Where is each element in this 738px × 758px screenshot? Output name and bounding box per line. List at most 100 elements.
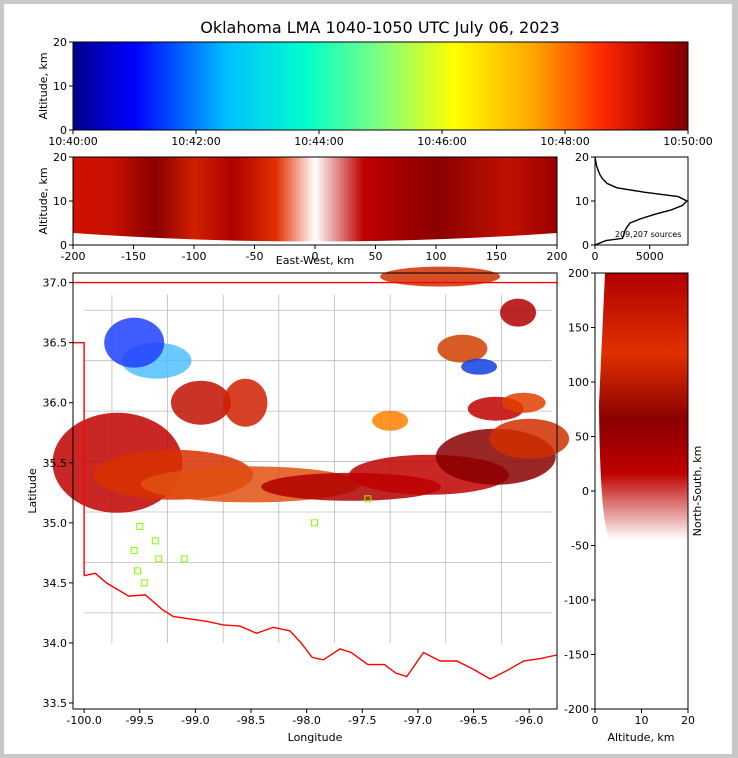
ew-height-ytick-label: 10 [53,195,67,208]
lma-figure: Oklahoma LMA 1040-1050 UTC July 06, 2023… [26,18,713,744]
storm-cell [372,410,409,431]
histogram-xtick-label: 5000 [636,250,664,263]
storm-cell [104,317,165,368]
ns-height-ytick-label: 100 [568,376,589,389]
ns-height-ytick-label: 200 [568,267,589,280]
ew-height-xtick-label: -200 [61,250,86,263]
station-marker [134,567,142,575]
ns-height-ylabel: North-South, km [691,446,704,537]
ew-height-sources [73,157,557,242]
ns-height-ytick-label: -50 [571,540,589,553]
ns-height-panel: North-South, km Altitude, km 0 10 20 -200 -1… [564,267,704,744]
time-height-xtick-label: 10:44:00 [294,135,343,148]
map-ytick-label: 35.0 [43,517,68,530]
altitude-histogram-panel: 209,207 sources 0 5000 0 10 20 [575,151,689,263]
ns-height-xtick-label: 20 [681,714,695,727]
map-ytick-label: 35.5 [43,457,68,470]
ew-height-xlabel: East-West, km [276,254,354,267]
storm-cell [437,334,488,363]
time-height-xtick-label: 10:50:00 [663,135,712,148]
ns-height-ytick-label: -150 [564,649,589,662]
time-height-panel: Altitude, km 10:40:00 10:42:00 10:44:00 10:… [37,36,713,148]
map-xtick-label: -98.0 [292,714,320,727]
ns-height-ytick-label: 50 [575,431,589,444]
time-height-sources [73,42,688,130]
storm-cell [500,298,537,327]
storm-cell [380,266,501,287]
ew-height-xtick-label: 150 [486,250,507,263]
map-xtick-label: -97.0 [404,714,432,727]
map-xtick-label: -99.5 [126,714,154,727]
map-ylabel: Latitude [26,468,39,514]
time-height-ytick-label: 0 [60,124,67,137]
ew-height-ytick-label: 0 [60,239,67,252]
map-ytick-label: 36.5 [43,337,68,350]
ew-height-xtick-label: 0 [312,250,319,263]
map-ytick-label: 37.0 [43,277,68,290]
storm-sources [52,266,570,513]
station-marker [364,495,372,503]
figure-frame: Oklahoma LMA 1040-1050 UTC July 06, 2023… [4,4,732,754]
station-marker [136,522,144,530]
ew-height-ytick-label: 20 [53,151,67,164]
ew-height-xtick-label: -150 [121,250,146,263]
map-ytick-label: 34.5 [43,577,68,590]
ns-height-ytick-label: 150 [568,322,589,335]
ns-height-ytick-label: 0 [582,485,589,498]
storm-cell [489,418,570,459]
state-border [73,281,557,576]
ns-height-ytick-label: -200 [564,703,589,716]
histogram-ytick-label: 0 [582,239,589,252]
ns-height-sources [599,273,688,540]
storm-cell [170,380,231,425]
ew-height-panel: Altitude, km East-West, km -200 -150 -100 -… [37,151,568,267]
ns-height-xlabel: Altitude, km [607,731,674,744]
map-ytick-label: 34.0 [43,637,68,650]
map-panel: Latitude Longitude -100.0 -99.5 -99.0 -98.5… [26,266,570,744]
histogram-curve [594,156,689,246]
chart-title: Oklahoma LMA 1040-1050 UTC July 06, 2023 [200,18,559,37]
map-frame [72,272,558,710]
ew-height-ylabel: Altitude, km [37,167,50,234]
station-marker [310,519,318,527]
ew-height-xtick-label: 200 [547,250,568,263]
time-height-ytick-label: 20 [53,36,67,49]
map-xtick-label: -99.0 [181,714,209,727]
map-ytick-label: 33.5 [43,697,68,710]
ew-height-xtick-label: -50 [246,250,264,263]
time-height-ytick-label: 10 [53,80,67,93]
station-marker [130,546,138,554]
storm-cell [461,358,498,375]
time-height-xtick-label: 10:40:00 [48,135,97,148]
ew-height-xtick-label: 100 [426,250,447,263]
ns-height-ytick-label: -100 [564,594,589,607]
histogram-frame [594,156,689,246]
time-height-xtick-label: 10:46:00 [417,135,466,148]
time-height-xtick-label: 10:48:00 [540,135,589,148]
station-marker [155,555,163,563]
ns-height-xtick-label: 0 [592,714,599,727]
storm-cell [501,392,546,413]
histogram-ytick-label: 10 [575,195,589,208]
station-marker [140,579,148,587]
map-xlabel: Longitude [288,731,343,744]
map-xtick-label: -96.0 [515,714,543,727]
source-count: 209,207 sources [615,230,681,239]
map-xtick-label: -97.5 [348,714,376,727]
ew-height-xtick-label: -100 [182,250,207,263]
ns-height-xtick-label: 10 [635,714,649,727]
station-marker [180,555,188,563]
station-marker [151,537,159,545]
time-height-xtick-label: 10:42:00 [171,135,220,148]
map-ytick-label: 36.0 [43,397,68,410]
histogram-ytick-label: 20 [575,151,589,164]
map-xtick-label: -96.5 [459,714,487,727]
storm-cell [223,378,268,427]
red-river-border [83,572,558,680]
map-xtick-label: -98.5 [237,714,265,727]
lma-stations [130,495,372,587]
time-height-ylabel: Altitude, km [37,52,50,119]
map-xtick-label: -100.0 [66,714,101,727]
histogram-xtick-label: 0 [592,250,599,263]
ew-height-xtick-label: 50 [369,250,383,263]
